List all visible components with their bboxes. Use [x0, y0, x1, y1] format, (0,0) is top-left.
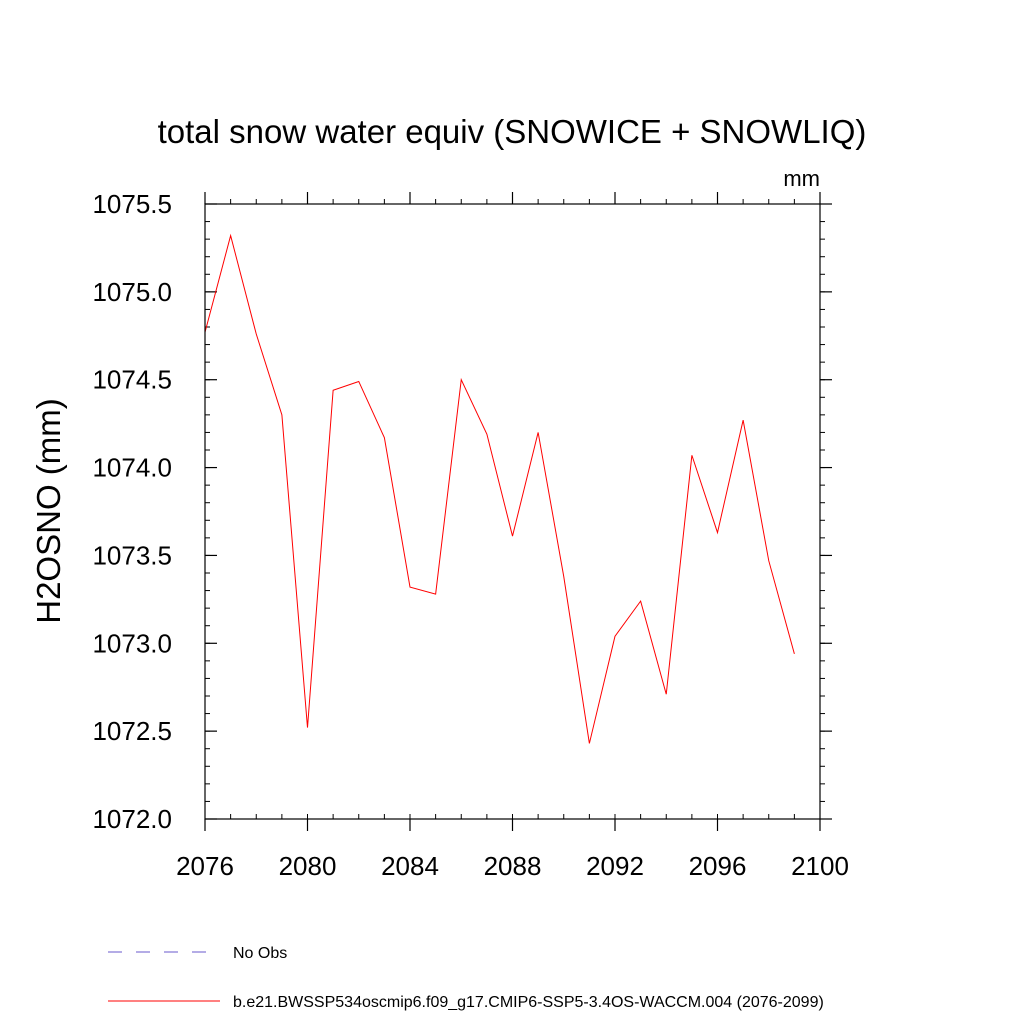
- x-tick-label: 2088: [484, 851, 542, 881]
- x-tick-label: 2096: [689, 851, 747, 881]
- data-points: [204, 234, 796, 745]
- y-tick-label: 1074.5: [92, 365, 172, 395]
- data-point: [306, 726, 309, 729]
- y-axis-ticks: 1072.0 1072.5 1073.0 1073.5 1074.0 1074.5 1075…: [92, 189, 832, 834]
- data-point: [485, 433, 488, 436]
- legend-label-1: b.e21.BWSSP534oscmip6.f09_g17.CMIP6-SSP5…: [233, 994, 824, 1011]
- data-point: [255, 333, 258, 336]
- y-tick-label: 1074.0: [92, 453, 172, 483]
- x-tick-label: 2084: [381, 851, 439, 881]
- x-axis-ticks: 2076 2080 2084 2088 2092 2096 2100: [176, 192, 849, 881]
- data-point: [357, 380, 360, 383]
- legend: No Obs b.e21.BWSSP534oscmip6.f09_g17.CMIP…: [108, 945, 824, 1011]
- data-point: [614, 635, 617, 638]
- y-tick-label: 1075.0: [92, 277, 172, 307]
- x-tick-label: 2092: [586, 851, 644, 881]
- chart-title: total snow water equiv (SNOWICE + SNOWLI…: [158, 113, 867, 150]
- data-point: [562, 575, 565, 578]
- x-tick-label: 2076: [176, 851, 234, 881]
- data-point: [280, 413, 283, 416]
- legend-label-0: No Obs: [233, 945, 287, 962]
- series-line: [204, 233, 795, 744]
- data-point: [332, 389, 335, 392]
- data-point: [716, 531, 719, 534]
- y-tick-label: 1072.0: [92, 804, 172, 834]
- y-tick-label: 1073.0: [92, 628, 172, 658]
- x-tick-label: 2100: [791, 851, 849, 881]
- data-point: [639, 600, 642, 603]
- data-point: [588, 742, 591, 745]
- minor-ticks: [204, 199, 825, 820]
- data-point: [229, 234, 232, 237]
- data-point: [460, 378, 463, 381]
- x-tick-label: 2080: [279, 851, 337, 881]
- y-tick-label: 1075.5: [92, 189, 172, 219]
- data-point: [383, 436, 386, 439]
- data-point: [742, 419, 745, 422]
- y-tick-label: 1072.5: [92, 716, 172, 746]
- plot-frame: [204, 203, 821, 820]
- y-tick-label: 1073.5: [92, 540, 172, 570]
- data-point: [767, 559, 770, 562]
- data-point: [665, 693, 668, 696]
- data-point: [793, 652, 796, 655]
- data-point: [409, 586, 412, 589]
- data-point: [511, 535, 514, 538]
- data-point: [690, 454, 693, 457]
- data-point: [537, 431, 540, 434]
- y-axis-label: H2OSNO (mm): [30, 398, 67, 624]
- data-point: [434, 593, 437, 596]
- units-label: mm: [783, 166, 820, 191]
